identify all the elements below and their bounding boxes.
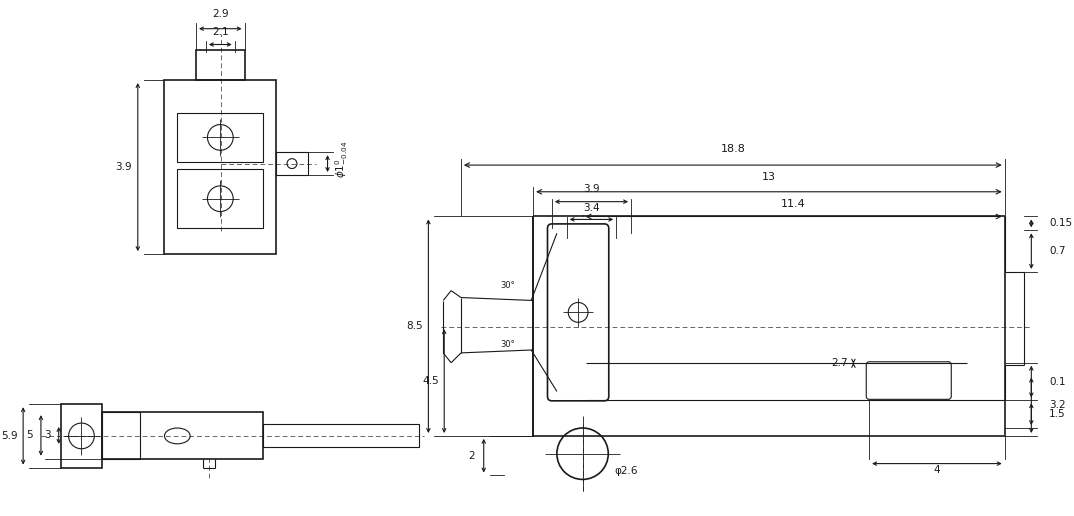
- Text: 0.1: 0.1: [1049, 377, 1065, 386]
- Text: 3.9: 3.9: [583, 184, 599, 194]
- Text: 0.15: 0.15: [1049, 218, 1072, 229]
- Bar: [102, 412, 140, 459]
- Text: 3: 3: [44, 430, 52, 441]
- Text: 3.2: 3.2: [1049, 400, 1065, 410]
- Bar: [61, 405, 102, 467]
- Text: 2.1: 2.1: [212, 27, 229, 37]
- Text: 3.4: 3.4: [583, 203, 599, 213]
- Text: $\phi$1$^{0}_{-0.04}$: $\phi$1$^{0}_{-0.04}$: [334, 141, 350, 179]
- Text: 2: 2: [468, 450, 475, 461]
- Text: 5.9: 5.9: [1, 431, 17, 441]
- Bar: [276, 152, 308, 175]
- Text: φ2.6: φ2.6: [614, 466, 638, 476]
- Text: 13: 13: [761, 172, 775, 182]
- Text: 2.9: 2.9: [212, 9, 229, 19]
- Bar: [197, 51, 245, 80]
- Text: 2.7: 2.7: [831, 358, 847, 368]
- Bar: [263, 424, 419, 447]
- Text: 0.7: 0.7: [1049, 246, 1065, 256]
- Text: 3.9: 3.9: [116, 162, 132, 172]
- Text: 5: 5: [26, 430, 32, 441]
- Bar: [164, 80, 276, 254]
- Text: 11.4: 11.4: [781, 199, 806, 208]
- Text: 18.8: 18.8: [721, 144, 745, 154]
- Text: 4: 4: [933, 465, 940, 475]
- Text: 1.5: 1.5: [1049, 409, 1065, 419]
- Bar: [102, 412, 263, 459]
- Text: 30°: 30°: [500, 281, 516, 290]
- Text: 8.5: 8.5: [406, 321, 423, 331]
- Text: 30°: 30°: [500, 341, 516, 349]
- Bar: [177, 169, 263, 229]
- Bar: [177, 112, 263, 162]
- Text: 4.5: 4.5: [422, 376, 438, 386]
